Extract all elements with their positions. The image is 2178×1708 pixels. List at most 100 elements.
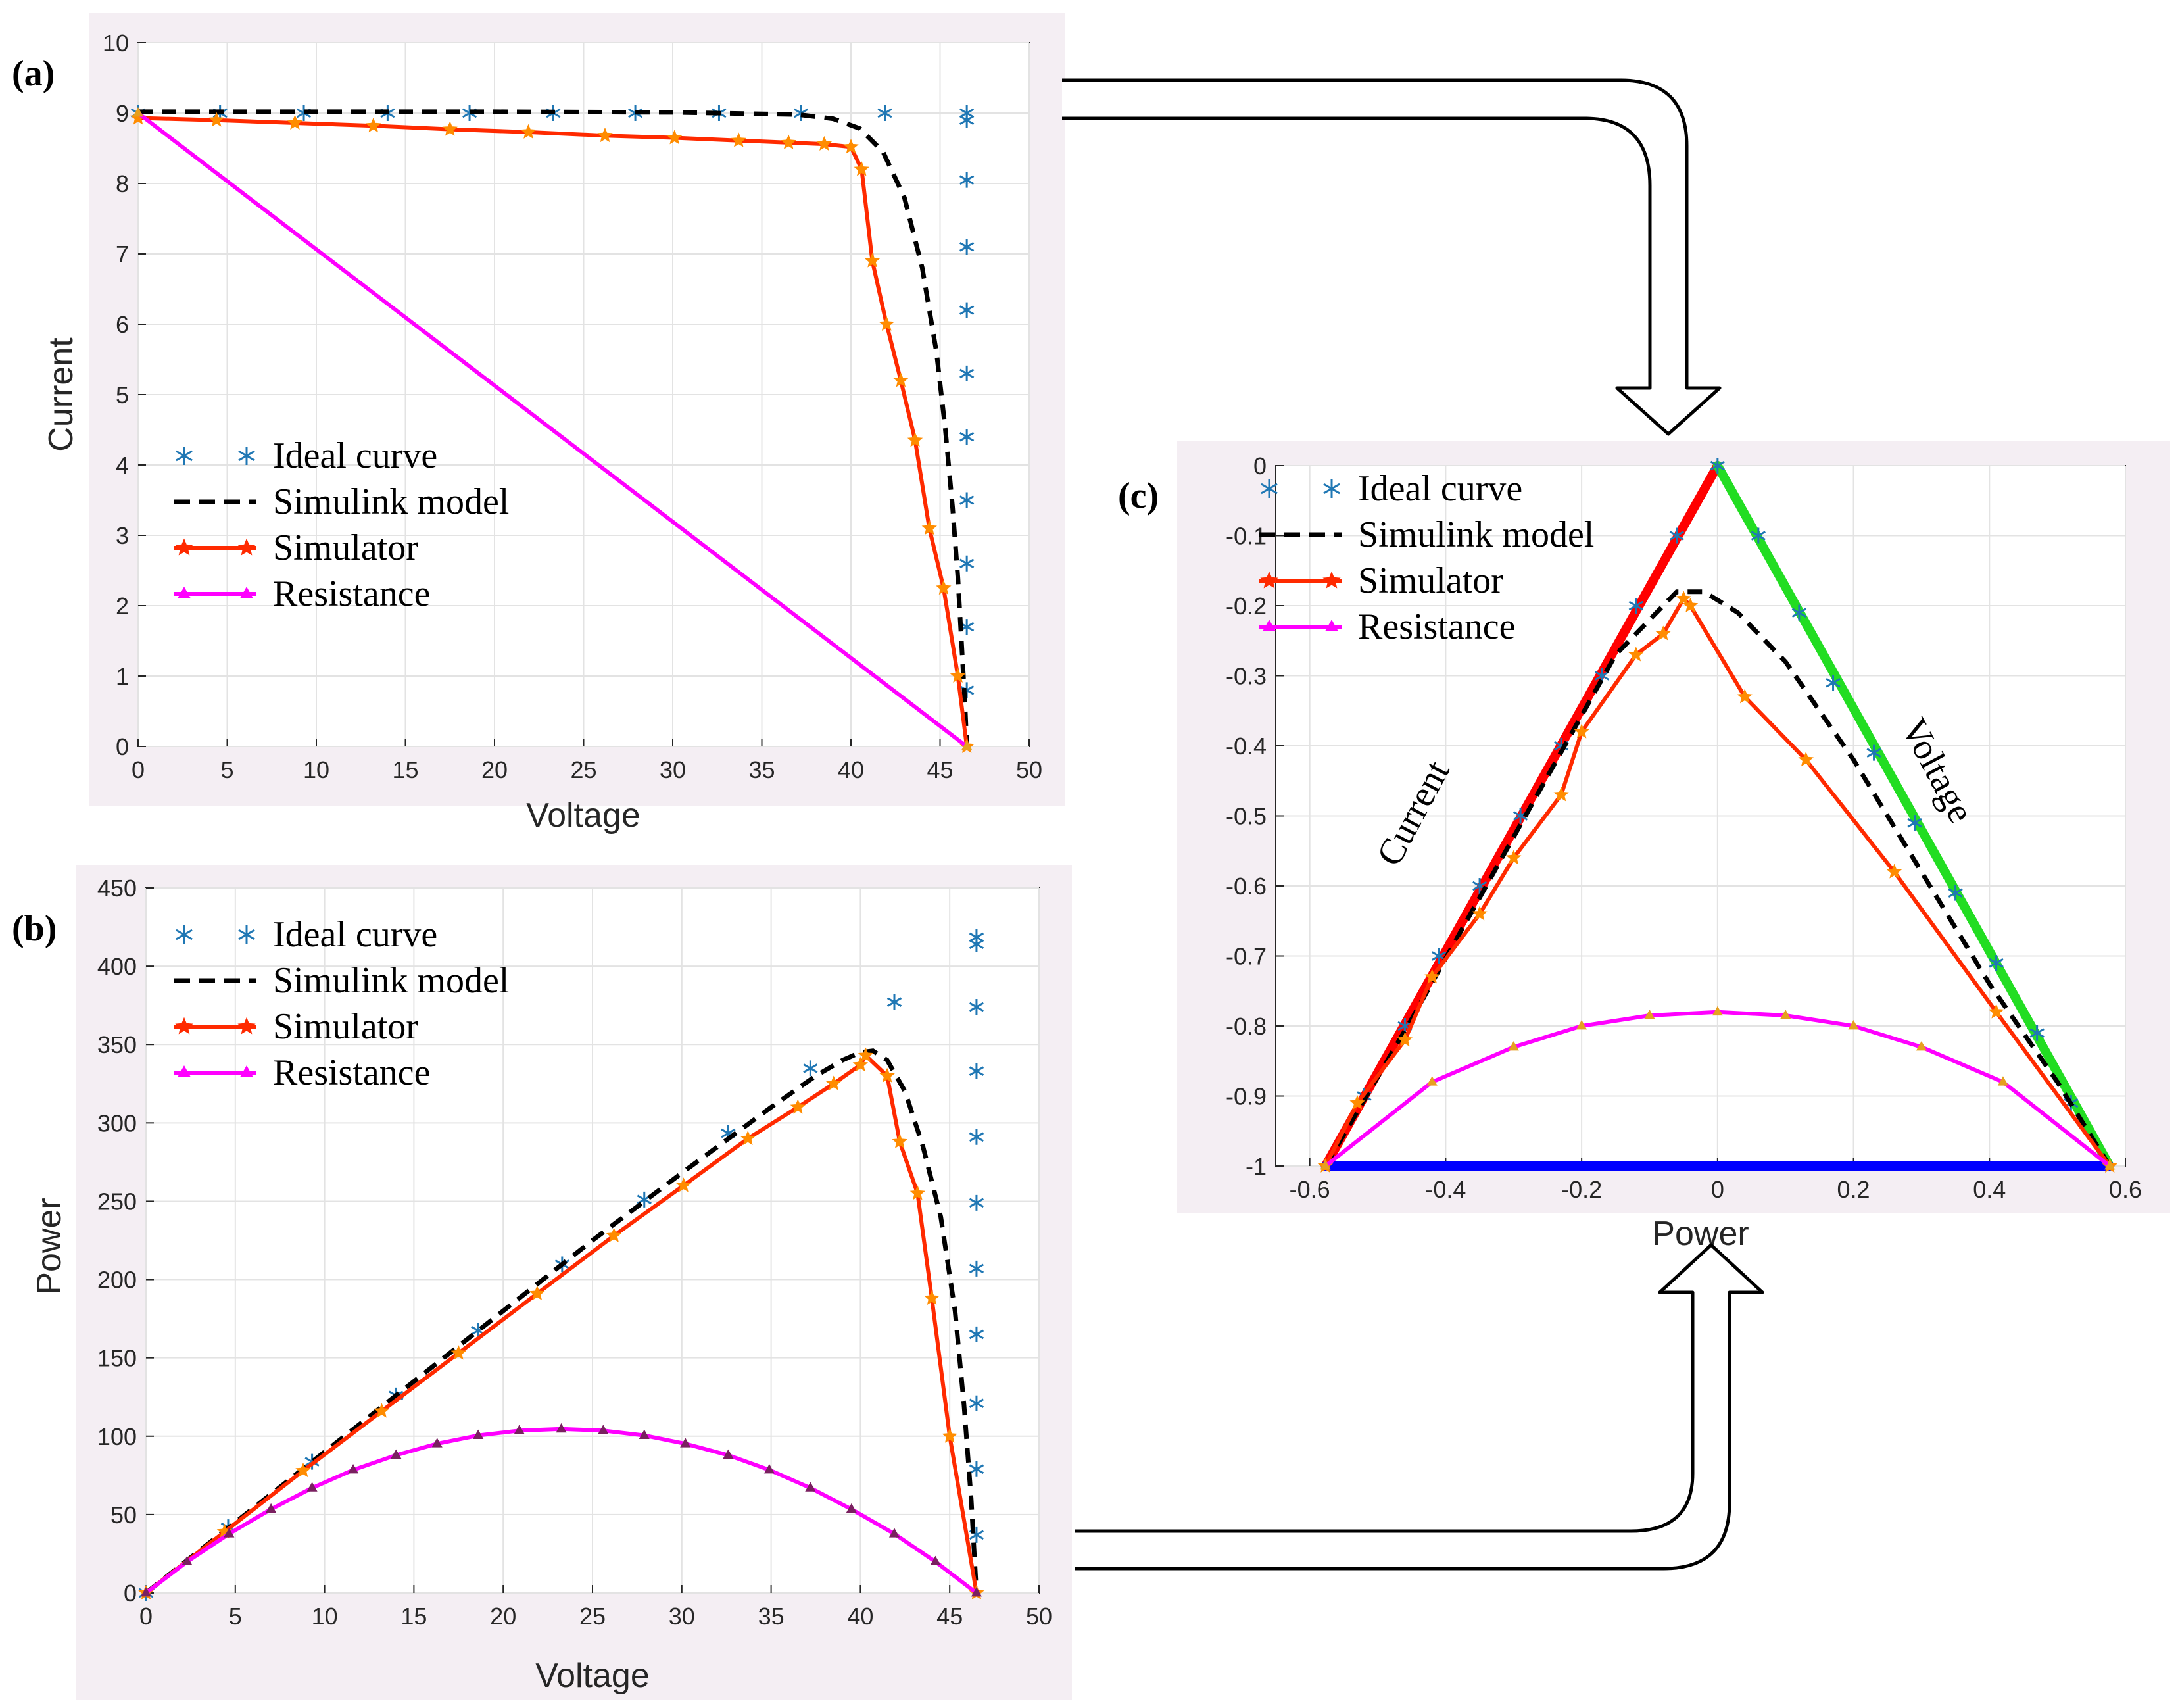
y-tick-label: 50: [110, 1501, 137, 1528]
x-tick-label: 0.6: [2109, 1176, 2142, 1203]
panel-b-ticks: 0 5 10 15 20 25 30 35 40 45 50 0 50 100 150 200 250 300 35…: [97, 875, 1052, 1630]
legend-ideal-marker: [1261, 479, 1278, 498]
simulator-point: [879, 1067, 895, 1083]
y-tick-label: 7: [116, 241, 129, 268]
simulator-point: [825, 1075, 842, 1090]
y-tick-label: 2: [116, 593, 129, 620]
resistance-point: [1848, 1020, 1859, 1030]
legend-label: Resistance: [273, 1052, 430, 1093]
legend-resistance-marker: [178, 1065, 191, 1077]
legend-label: Simulator: [273, 1006, 418, 1047]
panel-b-ylabel: Power: [30, 1198, 68, 1294]
simulator-point: [295, 1462, 311, 1478]
resistance-point: [224, 1528, 235, 1538]
ideal-curve-point: [1751, 527, 1766, 544]
ideal-curve-point: [877, 105, 892, 121]
simulator-point: [1553, 787, 1569, 802]
y-tick-label: -0.5: [1226, 803, 1267, 830]
x-tick-label: 50: [1016, 756, 1042, 783]
legend-ideal-marker: [238, 447, 255, 465]
simulator-point: [1349, 1094, 1365, 1110]
panel-c-series: [1317, 458, 2118, 1173]
x-tick-label: 5: [220, 756, 233, 783]
y-tick-label: 450: [97, 875, 137, 902]
y-tick-label: 5: [116, 381, 129, 408]
simulator-point: [879, 316, 894, 331]
panel-a-tag: (a): [12, 53, 55, 94]
simulator-point: [675, 1177, 692, 1192]
legend-label: Ideal curve: [273, 435, 437, 476]
simulator-point: [606, 1227, 622, 1242]
resistance-point: [514, 1425, 525, 1434]
x-tick-label: -0.4: [1425, 1176, 1466, 1203]
simulator-point: [942, 1428, 957, 1443]
x-tick-label: 20: [490, 1603, 516, 1630]
ideal-curve-point: [969, 1129, 984, 1145]
simulator-point: [450, 1345, 467, 1360]
x-tick-label: -0.2: [1561, 1176, 1602, 1203]
ideal-curve-point: [969, 1326, 984, 1342]
arrow-a-to-c: [1062, 78, 1722, 436]
resistance-point: [140, 1587, 152, 1597]
legend-simulator-marker: [1322, 571, 1341, 589]
ideal-curve-point: [803, 1060, 818, 1077]
panel-a-legend: Ideal curve Simulink model Simulator Resist…: [174, 435, 509, 614]
x-tick-label: 30: [669, 1603, 695, 1630]
ideal-curve-point: [969, 1395, 984, 1411]
simulator-point: [1988, 1004, 2004, 1019]
y-tick-label: 0: [124, 1580, 137, 1607]
resistance-point: [306, 1482, 318, 1492]
y-tick-label: 150: [97, 1345, 137, 1372]
x-tick-label: 45: [927, 756, 953, 783]
resistance-point: [391, 1449, 402, 1459]
ideal-curve-point: [969, 1063, 984, 1079]
resistance-point: [961, 741, 973, 750]
ideal-curve-point: [1669, 527, 1684, 544]
resistance-point: [473, 1429, 484, 1439]
legend-resistance-marker: [240, 1065, 253, 1077]
y-tick-label: 4: [116, 452, 129, 479]
simulator-point: [909, 1185, 926, 1200]
resistance-point: [132, 107, 144, 117]
y-tick-label: -0.6: [1226, 873, 1267, 900]
simulator-point: [1682, 597, 1699, 612]
simulator-point: [1397, 1031, 1413, 1047]
resistance-point: [680, 1438, 691, 1448]
simulator-point: [1506, 850, 1522, 865]
panel-c-tag: (c): [1118, 476, 1159, 516]
legend-simulator-marker: [1260, 571, 1278, 589]
simulator-point: [520, 124, 537, 139]
resistance-point: [639, 1429, 650, 1439]
y-tick-label: 8: [116, 170, 129, 197]
ideal-curve-point: [959, 492, 975, 508]
simulator-point: [374, 1403, 390, 1418]
resistance-point: [1426, 1076, 1438, 1086]
ideal-curve-point: [969, 999, 984, 1015]
legend-ideal-marker: [1323, 479, 1340, 498]
panel-c-xlabel: Power: [1652, 1215, 1749, 1253]
ideal-curve-point: [1826, 675, 1841, 691]
arrow-b-to-c: [1075, 1243, 1764, 1571]
simulator-point: [1737, 689, 1753, 704]
resistance-point: [266, 1503, 277, 1513]
resistance-point: [1508, 1040, 1519, 1051]
simulator-point: [1628, 647, 1644, 662]
ideal-curve-point: [959, 112, 975, 128]
panel-a-grid: [137, 42, 1030, 747]
simulator-point: [1886, 864, 1902, 879]
legend-label: Simulator: [1358, 560, 1503, 601]
y-tick-label: -0.2: [1226, 593, 1267, 620]
simulator-point: [892, 1133, 908, 1148]
ideal-curve-point: [969, 936, 984, 952]
resistance-point: [888, 1528, 900, 1538]
panel-b-tag: (b): [12, 908, 57, 949]
y-tick-label: 250: [97, 1188, 137, 1215]
ideal-curve-point: [969, 1461, 984, 1477]
resistance-point: [1320, 1160, 1331, 1170]
y-tick-label: 350: [97, 1031, 137, 1058]
resistance-point: [1916, 1040, 1927, 1051]
y-tick-label: 300: [97, 1110, 137, 1136]
legend-resistance-marker: [178, 587, 191, 598]
y-tick-label: 9: [116, 100, 129, 127]
